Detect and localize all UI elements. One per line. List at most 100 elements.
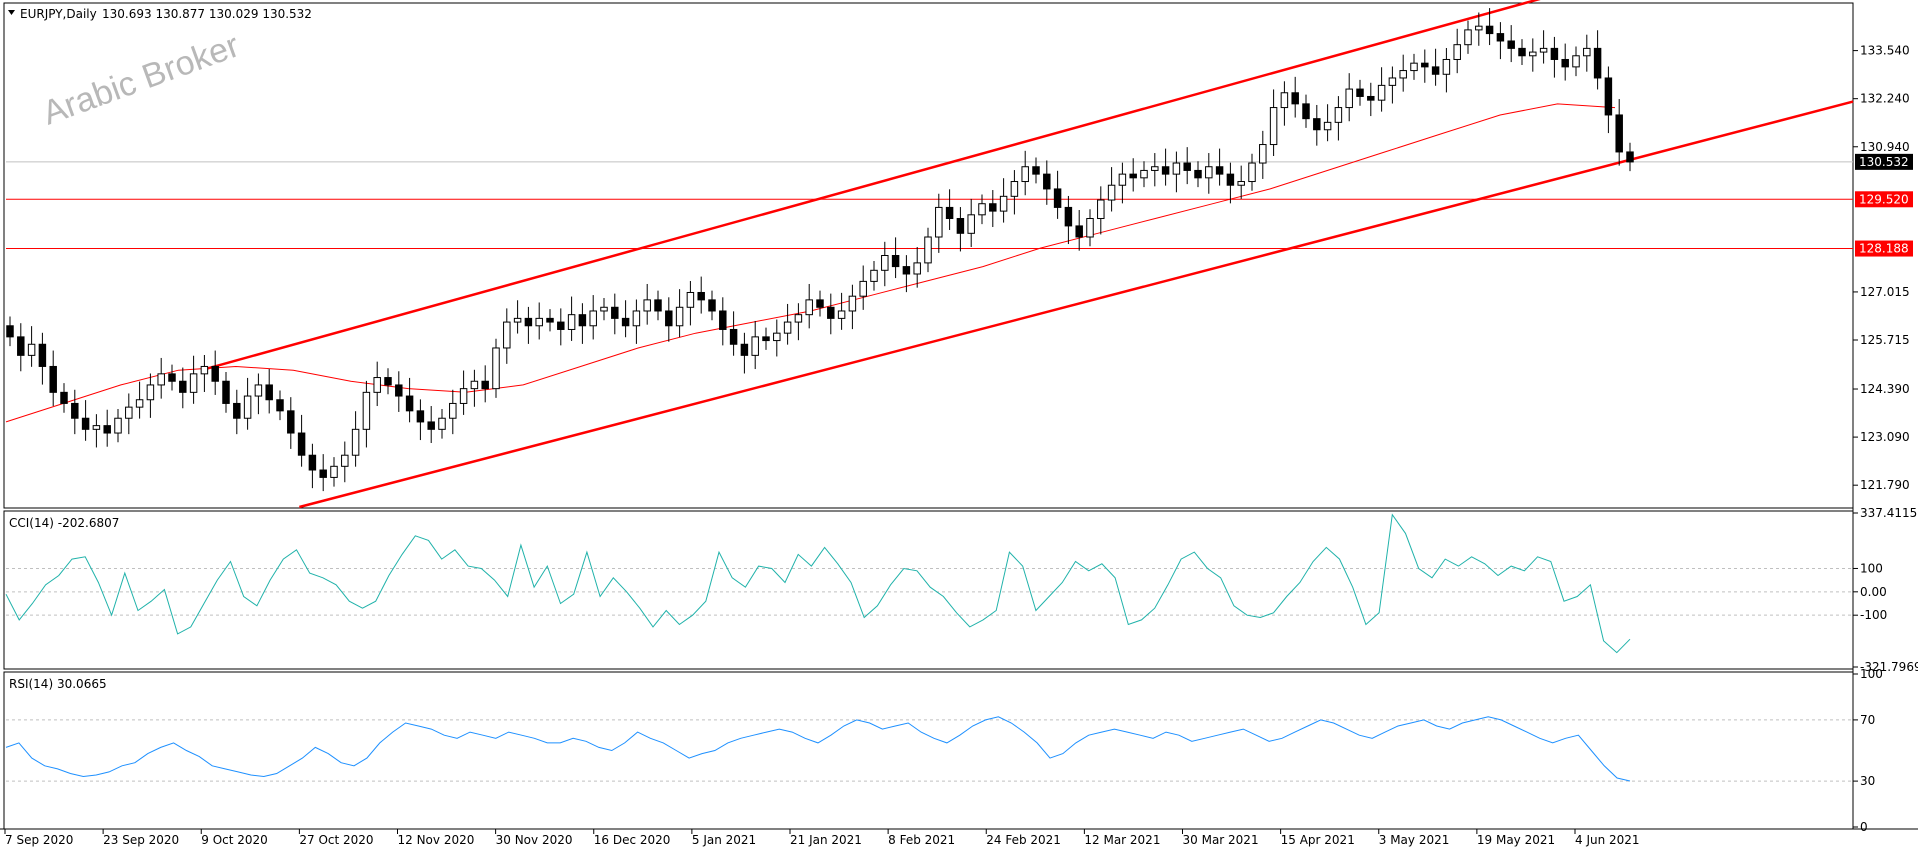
candle-body [427, 421, 435, 430]
candle-body [351, 428, 360, 456]
axes-layer: 7 Sep 2020 23 Sep 2020 9 Oct 2020 27 Oct 20… [4, 44, 1918, 847]
chart-ohlc-values: 130.693 130.877 130.029 130.532 [102, 7, 312, 21]
candle-body [978, 203, 986, 216]
candle-body [967, 214, 975, 234]
candle-body [773, 332, 781, 342]
indicator-tick-label: 70 [1860, 713, 1875, 727]
candle-body [71, 402, 79, 419]
price-tick-label: 133.540 [1860, 44, 1910, 58]
candle-body [395, 384, 403, 397]
rsi-label: RSI(14) 30.0665 [9, 677, 107, 691]
indicator-tick-label: -321.7969 [1860, 660, 1918, 674]
candle-body [1248, 162, 1256, 183]
candle-body [1151, 166, 1159, 171]
time-tick-label: 30 Nov 2020 [496, 833, 573, 847]
candle-body [665, 310, 673, 327]
candle-body [611, 306, 619, 319]
candle-body [1388, 77, 1397, 86]
candle-body [989, 203, 997, 212]
chart-symbol-title: EURJPY,Daily [20, 7, 97, 21]
time-tick-label: 7 Sep 2020 [5, 833, 73, 847]
price-layer [5, 0, 1854, 509]
time-tick-label: 9 Oct 2020 [201, 833, 268, 847]
candle-body [135, 399, 144, 408]
symbol-menu-icon[interactable] [8, 10, 15, 15]
candle-body [438, 417, 446, 430]
price-tag [1855, 240, 1913, 257]
candle-body [1421, 62, 1429, 68]
candle-body [1334, 107, 1343, 123]
candle-body [1064, 206, 1073, 227]
time-tick-label: 12 Mar 2021 [1084, 833, 1160, 847]
candle-body [1010, 181, 1019, 197]
candle-body [92, 425, 101, 430]
candle-body [1399, 70, 1407, 79]
candle-body [513, 317, 522, 323]
time-tick-label: 24 Feb 2021 [986, 833, 1061, 847]
candle-body [924, 236, 932, 264]
candle-body [794, 314, 803, 323]
candle-body [557, 321, 565, 330]
candle-body [211, 365, 219, 382]
candle-body [17, 336, 25, 356]
candle-body [1280, 92, 1289, 109]
time-tick-label: 3 May 2021 [1379, 833, 1450, 847]
price-tick-label: 123.090 [1860, 430, 1910, 444]
candle-body [589, 310, 597, 327]
candle-body [405, 395, 414, 412]
time-tick-label: 21 Jan 2021 [790, 833, 862, 847]
time-tick-label: 8 Feb 2021 [888, 833, 955, 847]
candle-body [125, 406, 133, 419]
candle-body [935, 206, 943, 238]
candle-body [567, 314, 576, 330]
candle-body [27, 343, 36, 356]
candle-body [189, 373, 198, 393]
candle-body [341, 454, 349, 467]
candle-body [740, 343, 749, 356]
indicator-tick-label: 100 [1860, 561, 1883, 575]
cci-panel-frame [3, 510, 1854, 670]
candle-body [859, 280, 867, 297]
price-tag-label: 130.532 [1859, 155, 1909, 169]
candle-body [254, 384, 263, 397]
candle-body [1129, 173, 1137, 179]
candle-body [200, 365, 209, 375]
price-tick-label: 124.390 [1860, 382, 1910, 396]
candle-body [762, 336, 770, 342]
candle-body [1032, 166, 1040, 175]
candle-body [49, 365, 57, 393]
candle-body [308, 454, 317, 471]
candle-body [168, 373, 176, 382]
candle-body [719, 310, 727, 330]
cci-label: CCI(14) -202.6807 [9, 516, 119, 530]
price-tick-label: 127.015 [1860, 285, 1910, 299]
candle-body [459, 388, 468, 404]
candle-body [1075, 225, 1083, 238]
time-tick-label: 27 Oct 2020 [299, 833, 373, 847]
candle-body [1561, 58, 1569, 68]
candle-body [38, 343, 47, 367]
candle-body [1323, 121, 1332, 131]
candle-body [697, 291, 705, 301]
candle-body [1550, 47, 1559, 60]
cci-line [5, 513, 1631, 654]
rsi-panel-frame [3, 671, 1854, 830]
price-tick-label: 125.715 [1860, 333, 1910, 347]
candle-body [1140, 169, 1148, 179]
time-tick-label: 23 Sep 2020 [103, 833, 179, 847]
candle-body [1345, 88, 1353, 109]
candle-body [913, 262, 921, 275]
candle-body [1021, 166, 1029, 183]
candle-body [265, 384, 273, 401]
candle-body [470, 380, 479, 390]
candle-body [783, 321, 792, 334]
candle-body [1453, 44, 1461, 60]
candle-body [881, 255, 889, 271]
candle-body [243, 395, 252, 419]
candle-body [1086, 218, 1094, 238]
channel-line [299, 100, 1854, 509]
candle-body [1410, 62, 1418, 72]
indicator-tick-label: 0.00 [1860, 585, 1887, 599]
